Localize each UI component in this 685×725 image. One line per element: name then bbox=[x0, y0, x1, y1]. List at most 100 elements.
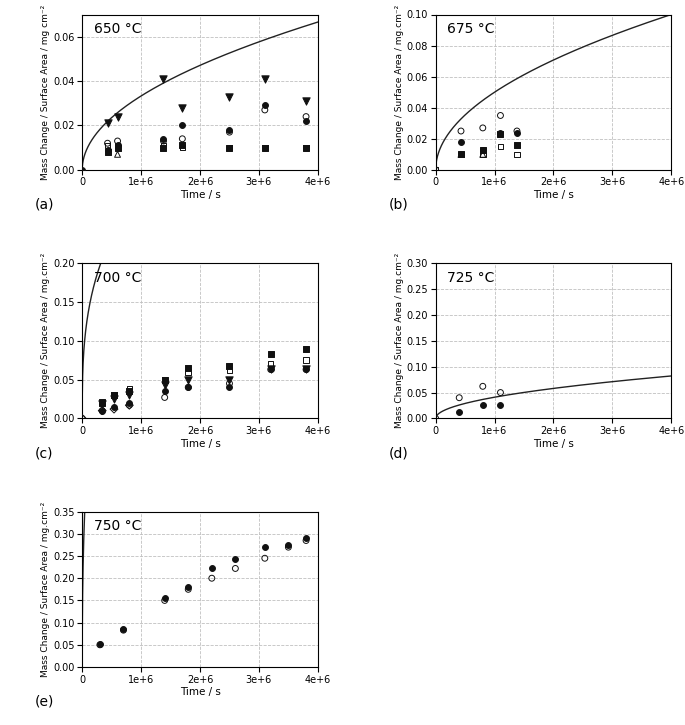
Point bbox=[477, 149, 488, 160]
Point bbox=[260, 104, 271, 116]
Point bbox=[124, 383, 135, 394]
Point bbox=[260, 142, 271, 154]
Point bbox=[112, 140, 123, 152]
Point bbox=[77, 413, 88, 424]
Point bbox=[158, 73, 169, 85]
Point bbox=[97, 405, 108, 416]
Text: 725 °C: 725 °C bbox=[447, 271, 495, 285]
Point bbox=[183, 374, 194, 386]
Y-axis label: Mass Change / Surface Area / mg.cm⁻²: Mass Change / Surface Area / mg.cm⁻² bbox=[41, 502, 50, 677]
Point bbox=[301, 115, 312, 127]
Point bbox=[112, 142, 123, 154]
Point bbox=[301, 535, 312, 547]
Point bbox=[301, 355, 312, 366]
Point bbox=[158, 140, 169, 152]
Point bbox=[453, 392, 464, 404]
Text: (c): (c) bbox=[35, 447, 53, 460]
Point bbox=[456, 149, 466, 160]
Point bbox=[430, 164, 441, 175]
Point bbox=[301, 142, 312, 154]
Point bbox=[124, 389, 135, 401]
Point bbox=[512, 149, 523, 160]
Point bbox=[224, 365, 235, 376]
Point bbox=[456, 125, 466, 137]
Point bbox=[124, 386, 135, 397]
Point bbox=[177, 133, 188, 144]
Point bbox=[206, 562, 217, 573]
Point bbox=[124, 399, 135, 411]
Point bbox=[224, 360, 235, 371]
Point bbox=[477, 144, 488, 155]
Point bbox=[512, 125, 523, 137]
Text: (e): (e) bbox=[35, 695, 54, 709]
X-axis label: Time / s: Time / s bbox=[533, 439, 574, 449]
Point bbox=[224, 91, 235, 102]
Point bbox=[224, 142, 235, 154]
Point bbox=[224, 374, 235, 386]
Point bbox=[95, 638, 105, 650]
Point bbox=[112, 135, 123, 146]
Point bbox=[512, 127, 523, 138]
Point bbox=[112, 149, 123, 160]
Point bbox=[102, 117, 113, 129]
Point bbox=[265, 364, 276, 376]
Point bbox=[301, 364, 312, 376]
Point bbox=[108, 393, 119, 405]
Point bbox=[108, 389, 119, 401]
Point bbox=[456, 149, 466, 160]
Point bbox=[177, 142, 188, 154]
X-axis label: Time / s: Time / s bbox=[179, 439, 221, 449]
Point bbox=[224, 378, 235, 389]
Point bbox=[495, 127, 506, 138]
Point bbox=[260, 73, 271, 85]
Point bbox=[453, 407, 464, 418]
Point bbox=[283, 542, 294, 553]
Point bbox=[108, 403, 119, 415]
Text: 700 °C: 700 °C bbox=[94, 271, 141, 285]
Point bbox=[301, 364, 312, 376]
Point bbox=[265, 348, 276, 360]
Point bbox=[183, 362, 194, 374]
Point bbox=[159, 392, 170, 403]
Point bbox=[102, 140, 113, 152]
Point bbox=[177, 120, 188, 131]
Point bbox=[430, 413, 441, 424]
X-axis label: Time / s: Time / s bbox=[533, 190, 574, 200]
Point bbox=[159, 594, 170, 606]
Point bbox=[430, 164, 441, 175]
Point bbox=[177, 140, 188, 152]
Text: 750 °C: 750 °C bbox=[94, 519, 141, 534]
Point bbox=[77, 413, 88, 424]
Point bbox=[97, 405, 108, 416]
Point bbox=[112, 111, 123, 123]
Point bbox=[183, 366, 194, 378]
Point bbox=[183, 381, 194, 393]
Point bbox=[512, 139, 523, 151]
Point bbox=[283, 539, 294, 551]
Point bbox=[477, 149, 488, 160]
Point bbox=[260, 552, 271, 564]
Point bbox=[97, 396, 108, 407]
Point bbox=[159, 374, 170, 386]
Point bbox=[159, 379, 170, 391]
X-axis label: Time / s: Time / s bbox=[179, 687, 221, 697]
Point bbox=[102, 146, 113, 158]
Point bbox=[97, 405, 108, 416]
Point bbox=[77, 164, 88, 175]
Point bbox=[183, 581, 194, 593]
Point bbox=[265, 358, 276, 370]
Point bbox=[224, 381, 235, 393]
Point bbox=[477, 144, 488, 155]
Point bbox=[301, 111, 312, 123]
Point bbox=[260, 100, 271, 112]
Point bbox=[158, 135, 169, 146]
Text: (a): (a) bbox=[35, 198, 55, 212]
Point bbox=[124, 399, 135, 411]
Point bbox=[230, 553, 241, 565]
Point bbox=[265, 364, 276, 376]
Point bbox=[477, 122, 488, 133]
Point bbox=[260, 142, 271, 154]
Point bbox=[159, 386, 170, 397]
Point bbox=[159, 374, 170, 386]
Point bbox=[495, 109, 506, 121]
